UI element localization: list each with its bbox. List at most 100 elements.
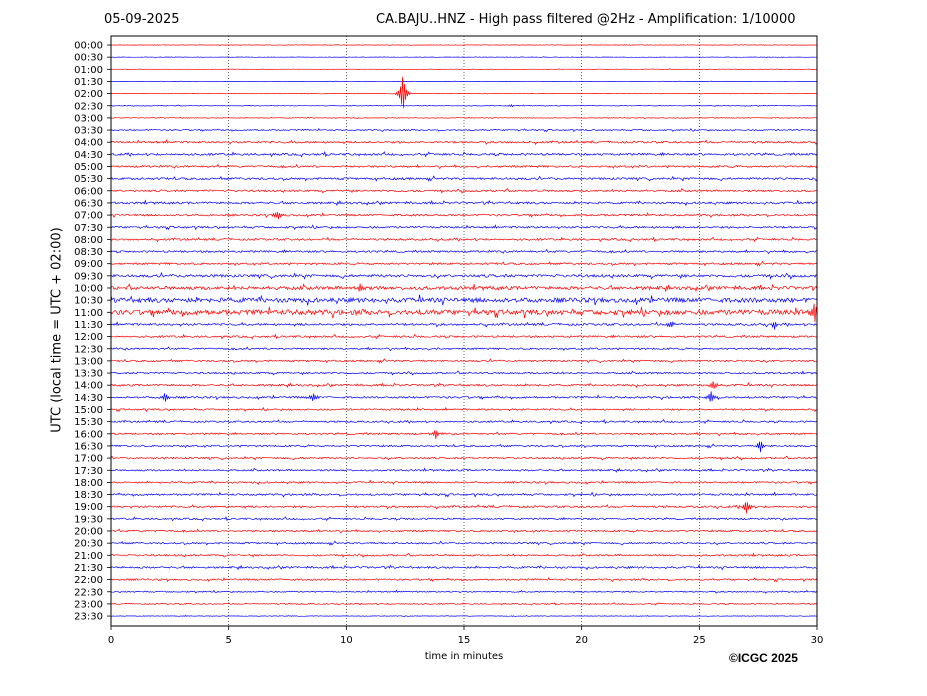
y-tick-label: 22:00 <box>74 575 103 586</box>
trace-1200 <box>110 333 818 340</box>
trace-1400 <box>110 381 818 389</box>
y-tick-label: 06:00 <box>74 186 103 197</box>
y-tick-label: 15:00 <box>74 405 103 416</box>
trace-1930 <box>110 516 818 522</box>
y-tick-label: 21:00 <box>74 551 103 562</box>
trace-0630 <box>110 199 818 207</box>
y-tick-label: 01:00 <box>74 65 103 76</box>
y-tick-label: 18:30 <box>74 490 103 501</box>
y-tick-label: 01:30 <box>74 77 103 88</box>
trace-0530 <box>110 175 818 182</box>
y-tick-label: 04:30 <box>74 150 103 161</box>
y-tick-label: 20:00 <box>74 527 103 538</box>
y-tick-label: 12:30 <box>74 344 103 355</box>
y-tick-label: 16:00 <box>74 429 103 440</box>
y-tick-label: 12:00 <box>74 332 103 343</box>
y-tick-label: 18:00 <box>74 478 103 489</box>
trace-1300 <box>110 358 818 364</box>
trace-1330 <box>110 370 818 376</box>
trace-0700 <box>110 211 818 220</box>
y-tick-label: 22:30 <box>74 587 103 598</box>
trace-0300 <box>110 116 818 120</box>
y-tick-label: 11:30 <box>74 320 103 331</box>
trace-1000 <box>110 283 818 293</box>
y-tick-label: 10:00 <box>74 284 103 295</box>
copyright-label: ©ICGC 2025 <box>729 651 798 665</box>
trace-0000 <box>111 44 817 46</box>
y-tick-label: 13:00 <box>74 356 103 367</box>
x-tick-label: 0 <box>108 635 114 646</box>
trace-1130 <box>110 320 818 330</box>
trace-2200 <box>110 576 818 583</box>
y-tick-label: 00:30 <box>74 53 103 64</box>
trace-1230 <box>110 346 817 352</box>
trace-0130 <box>110 80 818 83</box>
y-tick-label: 04:00 <box>74 138 103 149</box>
y-tick-label: 07:30 <box>74 223 103 234</box>
trace-2130 <box>110 564 817 571</box>
trace-0430 <box>110 150 818 158</box>
y-tick-label: 10:30 <box>74 296 103 307</box>
x-tick-label: 30 <box>811 635 824 646</box>
trace-1800 <box>110 479 818 485</box>
y-tick-label: 19:00 <box>74 502 103 513</box>
y-tick-label: 08:30 <box>74 247 103 258</box>
trace-0200 <box>110 76 818 109</box>
trace-2300 <box>110 602 818 606</box>
y-tick-label: 13:30 <box>74 369 103 380</box>
y-tick-label: 17:30 <box>74 466 103 477</box>
trace-0500 <box>110 163 818 170</box>
trace-0030 <box>111 56 817 59</box>
date-label: 05-09-2025 <box>104 12 180 27</box>
y-tick-label: 15:30 <box>74 417 103 428</box>
y-tick-label: 21:30 <box>74 563 103 574</box>
y-tick-label: 14:00 <box>74 381 103 392</box>
trace-0900 <box>110 260 818 267</box>
trace-0400 <box>110 139 818 146</box>
trace-2030 <box>110 540 818 546</box>
y-tick-label: 09:00 <box>74 259 103 270</box>
y-tick-label: 00:00 <box>74 41 103 52</box>
trace-1730 <box>110 467 817 473</box>
trace-2000 <box>110 528 818 534</box>
y-tick-label: 23:30 <box>74 612 103 623</box>
trace-0800 <box>110 236 818 243</box>
trace-0730 <box>110 224 818 231</box>
y-tick-label: 02:00 <box>74 89 103 100</box>
x-tick-label: 10 <box>340 635 353 646</box>
trace-0230 <box>110 103 818 108</box>
trace-0930 <box>110 271 818 280</box>
trace-0330 <box>110 128 818 133</box>
trace-0600 <box>110 187 817 194</box>
trace-0100 <box>110 68 818 71</box>
x-tick-label: 15 <box>458 635 471 646</box>
trace-1100 <box>110 303 818 323</box>
trace-0830 <box>110 248 817 255</box>
y-tick-label: 07:00 <box>74 211 103 222</box>
trace-1030 <box>110 294 818 306</box>
y-tick-label: 02:30 <box>74 101 103 112</box>
y-tick-label: 16:30 <box>74 441 103 452</box>
x-tick-label: 25 <box>693 635 706 646</box>
y-tick-label: 20:30 <box>74 539 103 550</box>
y-tick-label: 23:00 <box>74 599 103 610</box>
trace-2330 <box>110 614 818 618</box>
y-tick-label: 03:30 <box>74 126 103 137</box>
trace-1830 <box>110 491 818 498</box>
x-axis-label: time in minutes <box>424 651 504 662</box>
trace-2230 <box>110 589 818 594</box>
trace-1630 <box>110 441 818 453</box>
y-tick-label: 08:00 <box>74 235 103 246</box>
chart-title: CA.BAJU..HNZ - High pass filtered @2Hz -… <box>376 12 796 27</box>
trace-1900 <box>110 502 818 514</box>
y-tick-label: 09:30 <box>74 271 103 282</box>
trace-1430 <box>111 391 817 402</box>
trace-1530 <box>110 418 818 425</box>
trace-2100 <box>111 552 818 558</box>
y-tick-label: 11:00 <box>74 308 103 319</box>
y-tick-label: 17:00 <box>74 454 103 465</box>
y-tick-label: 14:30 <box>74 393 103 404</box>
y-tick-label: 19:30 <box>74 514 103 525</box>
x-tick-label: 5 <box>225 635 231 646</box>
